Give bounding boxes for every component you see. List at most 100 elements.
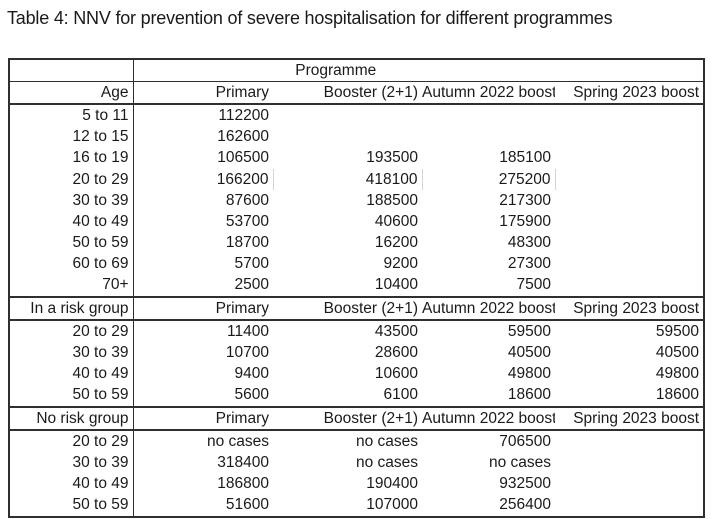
value-cell: [555, 190, 704, 211]
section-header-row-risk-group: In a risk group Primary Booster (2+1) Au…: [9, 296, 705, 322]
table-row: 20 to 29 11400 43500 59500 59500: [9, 320, 704, 343]
value-cell: [555, 254, 704, 275]
value-cell: 43500: [374, 322, 418, 340]
age-cell: 30 to 39: [9, 190, 134, 212]
age-cell: 5 to 11: [9, 104, 134, 127]
value-cell: [555, 169, 704, 190]
value-cell: 6100: [383, 386, 418, 404]
age-cell: 12 to 15: [9, 126, 134, 148]
value-cell: 7500: [516, 276, 551, 294]
age-cell: 20 to 29: [9, 320, 134, 343]
age-cell: 70+: [9, 274, 134, 298]
table-row: 70+ 2500 10400 7500: [9, 274, 704, 298]
value-cell: no cases: [206, 432, 269, 450]
table-row: 50 to 59 51600 107000 256400: [9, 494, 704, 517]
value-cell: no cases: [355, 453, 418, 471]
value-cell: 48300: [507, 234, 551, 252]
age-cell: 40 to 49: [9, 363, 134, 385]
column-header-spring-boost: Spring 2023 boost: [555, 405, 705, 432]
value-cell: 188500: [366, 191, 418, 209]
column-header-primary: Primary: [133, 405, 273, 432]
age-cell: 20 to 29: [9, 168, 134, 191]
table-row: 12 to 15 162600: [9, 126, 704, 148]
value-cell: 16200: [374, 234, 418, 252]
table-title: Table 4: NNV for prevention of severe ho…: [7, 8, 613, 28]
value-cell: 932500: [499, 475, 551, 493]
column-header-autumn-boost: Autumn 2022 boost: [422, 81, 555, 106]
table-row: 20 to 29 166200 418100 275200: [9, 168, 704, 191]
value-cell: 162600: [217, 128, 269, 146]
table-row: 40 to 49 53700 40600 175900: [9, 211, 704, 233]
value-cell: no cases: [355, 432, 418, 450]
column-header-autumn-boost: Autumn 2022 boost: [422, 296, 555, 322]
table-row: 20 to 29 no cases no cases 706500: [9, 430, 704, 453]
value-cell: [555, 148, 704, 169]
column-header-booster: Booster (2+1): [273, 405, 422, 432]
value-cell: 9200: [383, 255, 418, 273]
table-row: 5 to 11 112200: [9, 104, 704, 127]
value-cell: 27300: [507, 255, 551, 273]
age-cell: 16 to 19: [9, 147, 134, 169]
value-cell: 190400: [366, 475, 418, 493]
value-cell: 2500: [234, 276, 269, 294]
value-cell: 40500: [655, 344, 700, 362]
value-cell: 166200: [133, 168, 274, 191]
value-cell: 59500: [507, 322, 551, 340]
age-cell: 50 to 59: [9, 494, 134, 517]
column-header-booster: Booster (2+1): [273, 296, 422, 322]
column-header-row: Age Primary Booster (2+1) Autumn 2022 bo…: [9, 81, 705, 106]
value-cell: 217300: [499, 191, 551, 209]
table-row: 60 to 69 5700 9200 27300: [9, 253, 704, 275]
value-cell: [555, 104, 704, 126]
table-row: 40 to 49 186800 190400 932500: [9, 473, 704, 495]
value-cell: 175900: [499, 212, 551, 230]
programme-header-row: Programme: [9, 59, 705, 83]
value-cell: 51600: [225, 496, 269, 514]
table-row: 50 to 59 18700 16200 48300: [9, 232, 704, 254]
value-cell: no cases: [488, 453, 551, 471]
table-row: 30 to 39 87600 188500 217300: [9, 190, 704, 212]
value-cell: 49800: [655, 365, 700, 383]
column-header-booster: Booster (2+1): [273, 81, 422, 106]
column-header-primary: Primary: [133, 81, 273, 106]
column-header-autumn-boost: Autumn 2022 boost: [422, 405, 555, 432]
column-header-primary: Primary: [133, 296, 273, 322]
section-label-cell: In a risk group: [9, 296, 134, 322]
value-cell: 18600: [507, 386, 551, 404]
value-cell: 10600: [374, 365, 418, 383]
value-cell: [422, 104, 555, 126]
age-cell: 50 to 59: [9, 384, 134, 407]
value-cell: 186800: [217, 475, 269, 493]
value-cell: 10700: [225, 344, 269, 362]
value-cell: [555, 275, 704, 297]
nnv-table: Programme Age Primary Booster (2+1) Autu…: [8, 58, 706, 518]
value-cell: [555, 430, 704, 452]
corner-cell: [9, 59, 134, 83]
age-cell: 30 to 39: [9, 342, 134, 364]
table-row: 16 to 19 106500 193500 185100: [9, 147, 704, 169]
value-cell: 59500: [655, 322, 700, 340]
value-cell: [555, 211, 704, 232]
table-row: 40 to 49 9400 10600 49800 49800: [9, 363, 704, 385]
value-cell: 40600: [374, 212, 418, 230]
value-cell: [555, 452, 704, 473]
value-cell: 9400: [234, 365, 269, 383]
value-cell: 106500: [217, 149, 269, 167]
value-cell: 10400: [374, 276, 418, 294]
value-cell: 318400: [217, 453, 269, 471]
value-cell: 275200: [422, 168, 556, 191]
age-cell: 20 to 29: [9, 430, 134, 453]
table-row: 30 to 39 318400 no cases no cases: [9, 452, 704, 474]
value-cell: 418100: [273, 168, 423, 191]
value-cell: 28600: [374, 344, 418, 362]
programme-header-cell: Programme: [133, 59, 705, 83]
value-cell: 112200: [218, 106, 269, 124]
value-cell: [555, 233, 704, 254]
table-row: 30 to 39 10700 28600 40500 40500: [9, 342, 704, 364]
value-cell: 18700: [225, 234, 269, 252]
value-cell: 107000: [366, 496, 418, 514]
value-cell: 706500: [499, 432, 551, 450]
value-cell: [273, 104, 422, 126]
value-cell: [555, 474, 704, 495]
value-cell: 49800: [507, 365, 551, 383]
